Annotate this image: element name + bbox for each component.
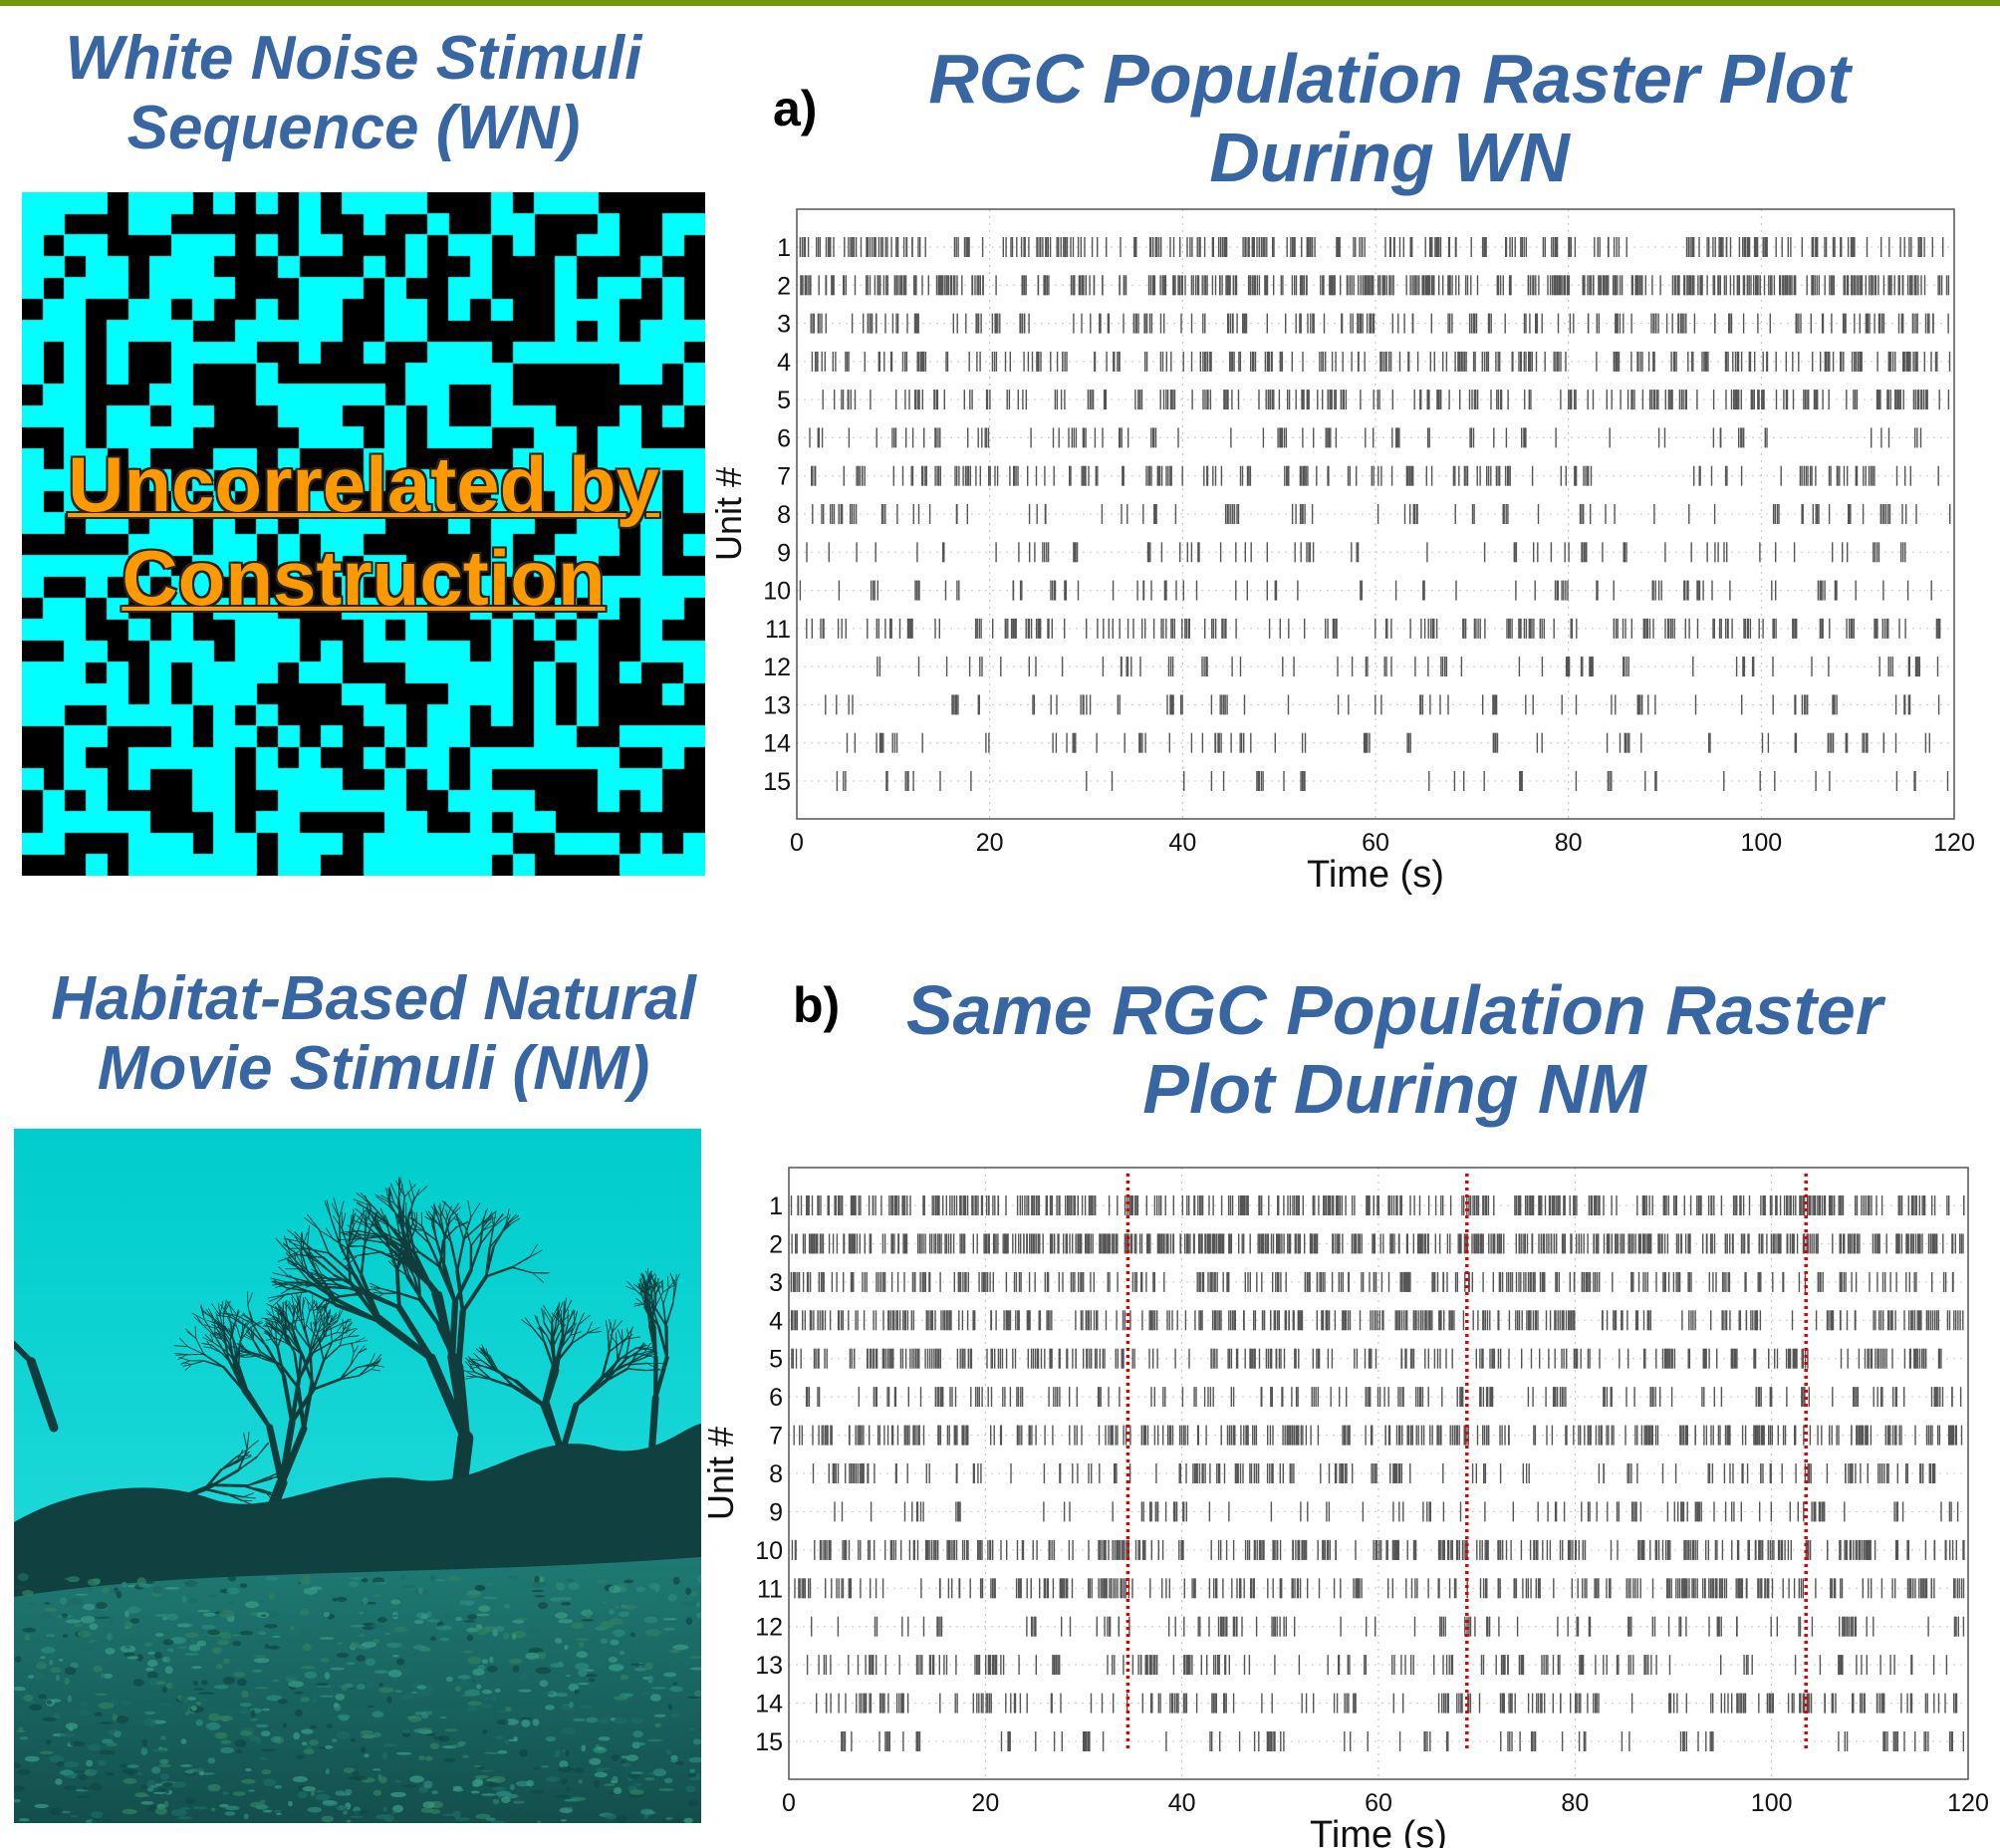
raster-a-plot-frame [796, 208, 1955, 820]
raster-a-x-tick-label: 80 [1555, 829, 1583, 857]
raster-b-title: Same RGC Population Raster Plot During N… [905, 971, 1883, 1129]
raster-a-x-tick-label: 0 [790, 829, 804, 857]
wn-stimulus-title: White Noise Stimuli Sequence (WN) [65, 24, 642, 163]
raster-a-x-axis-label: Time (s) [1307, 854, 1444, 896]
raster-a-unit-label: 1 [777, 234, 791, 262]
nm-stimulus-title: Habitat-Based Natural Movie Stimuli (NM) [51, 964, 696, 1104]
uncorrelated-annotation: Uncorrelated by Construction [68, 440, 659, 622]
raster-a-x-tick-label: 20 [976, 829, 1004, 857]
raster-a-unit-label: 4 [777, 349, 791, 377]
raster-a-unit-label: 2 [777, 272, 791, 300]
white-noise-checkerboard-image [22, 192, 705, 876]
raster-a-x-tick-label: 60 [1362, 829, 1389, 857]
raster-a-unit-label: 13 [763, 691, 791, 719]
raster-a-unit-label: 7 [777, 463, 791, 491]
raster-a-unit-label: 8 [777, 501, 791, 529]
panel-b-label: b) [793, 977, 841, 1033]
raster-a-x-tick-label: 100 [1740, 829, 1782, 857]
raster-a-unit-label: 12 [763, 654, 791, 681]
raster-a-unit-label: 3 [777, 311, 791, 339]
raster-a-x-tick-label: 40 [1168, 829, 1196, 857]
top-accent-bar [0, 0, 2000, 6]
panel-a-label: a) [773, 81, 818, 136]
raster-a-unit-label: 9 [777, 539, 791, 567]
raster-a-unit-label: 5 [777, 387, 791, 414]
raster-a-unit-label: 6 [777, 424, 791, 452]
raster-a-title: RGC Population Raster Plot During WN [928, 40, 1851, 197]
raster-a-x-tick-label: 120 [1933, 829, 1975, 857]
raster-a-unit-label: 11 [765, 616, 791, 644]
raster-a-unit-label: 10 [763, 578, 791, 606]
raster-a-y-axis-label: Unit # [708, 467, 749, 561]
natural-movie-frame-image [14, 1129, 701, 1823]
raster-a-unit-label: 14 [763, 730, 791, 758]
raster-a-unit-label: 15 [763, 768, 791, 796]
